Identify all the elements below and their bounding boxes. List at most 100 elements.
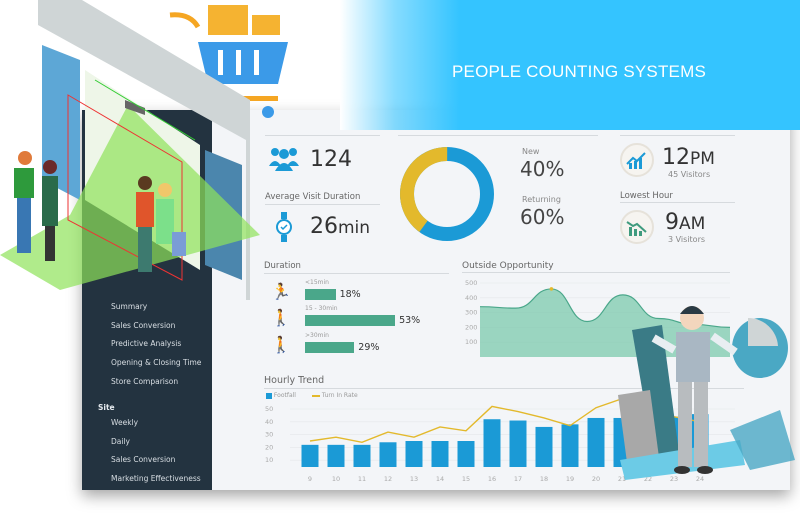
footfall-bar bbox=[587, 417, 605, 467]
shoppers bbox=[14, 151, 186, 272]
duration-percent: 29% bbox=[358, 342, 380, 353]
x-tick-label: 13 bbox=[410, 475, 418, 483]
footfall-bar bbox=[561, 424, 579, 467]
new-label: New bbox=[522, 147, 540, 156]
avg-visit-duration-value: 26min bbox=[310, 214, 370, 239]
legend-footfall-swatch bbox=[266, 392, 272, 399]
legend-turnin-swatch bbox=[311, 394, 320, 397]
footfall-bar bbox=[353, 444, 371, 467]
outside-opportunity-title: Outside Opportunity bbox=[462, 261, 554, 271]
x-tick-label: 16 bbox=[488, 475, 496, 483]
legend-turnin: Turn In Rate bbox=[321, 392, 358, 399]
sidebar-item-store-comparison[interactable]: Store Comparison bbox=[111, 377, 179, 386]
duration-bar bbox=[305, 289, 336, 300]
sidebar-item-marketing-effectiveness[interactable]: Marketing Effectiveness bbox=[111, 474, 201, 483]
sidebar-item-weekly[interactable]: Weekly bbox=[111, 418, 139, 427]
x-tick-label: 11 bbox=[358, 475, 366, 483]
total-visitors-value: 124 bbox=[310, 147, 352, 172]
x-tick-label: 23 bbox=[670, 475, 678, 483]
footfall-bar bbox=[483, 419, 501, 467]
sidebar-item-summary[interactable]: Summary bbox=[111, 302, 148, 311]
returning-label: Returning bbox=[522, 195, 561, 204]
returning-value: 60% bbox=[520, 205, 565, 229]
footfall-bar bbox=[379, 442, 397, 467]
trend-up-icon bbox=[620, 143, 654, 177]
x-tick-label: 12 bbox=[384, 475, 392, 483]
peak-visitors: 45 Visitors bbox=[668, 170, 711, 179]
x-tick-label: 10 bbox=[332, 475, 340, 483]
walking-icon: 🚶 bbox=[271, 308, 291, 327]
x-tick-label: 21 bbox=[618, 475, 626, 483]
x-tick-label: 18 bbox=[540, 475, 548, 483]
sidebar-item-daily[interactable]: Daily bbox=[111, 437, 130, 446]
y-tick-label: 20 bbox=[265, 443, 273, 451]
peak-unit: PM bbox=[690, 149, 715, 169]
y-tick-label: 10 bbox=[265, 456, 273, 464]
x-tick-label: 17 bbox=[514, 475, 522, 483]
duration-bar bbox=[305, 315, 396, 326]
duration-unit: min bbox=[338, 218, 371, 238]
peak-point bbox=[549, 287, 554, 291]
x-tick-label: 20 bbox=[592, 475, 600, 483]
x-tick-label: 24 bbox=[696, 475, 704, 483]
duration-percent: 18% bbox=[339, 289, 361, 300]
y-tick-label: 300 bbox=[465, 309, 477, 317]
y-tick-label: 40 bbox=[265, 418, 273, 426]
y-tick-label: 200 bbox=[465, 323, 477, 331]
header-title: PEOPLE COUNTING SYSTEMS bbox=[452, 62, 706, 81]
legend-footfall: Footfall bbox=[273, 392, 296, 399]
y-tick-label: 50 bbox=[265, 405, 273, 413]
sidebar-item-sales-conversion[interactable]: Sales Conversion bbox=[111, 321, 176, 330]
watch-icon bbox=[276, 212, 292, 242]
duration-number: 26 bbox=[310, 214, 338, 239]
footfall-bar bbox=[535, 426, 553, 467]
footfall-bar bbox=[405, 441, 423, 467]
store-entrance-illustration bbox=[0, 0, 288, 300]
duration-bar bbox=[305, 342, 355, 353]
footfall-bar bbox=[327, 444, 345, 467]
header-banner bbox=[340, 0, 800, 130]
lowest-visitors: 3 Visitors bbox=[668, 235, 706, 244]
y-tick-label: 100 bbox=[465, 338, 477, 346]
lowest-number: 9 bbox=[665, 210, 679, 235]
hourly-trend-title: Hourly Trend bbox=[264, 375, 325, 386]
y-tick-label: 500 bbox=[465, 279, 477, 287]
x-tick-label: 19 bbox=[566, 475, 574, 483]
sidebar-item-site-sales-conversion[interactable]: Sales Conversion bbox=[111, 455, 176, 464]
new-value: 40% bbox=[520, 157, 565, 181]
trend-down-icon bbox=[620, 210, 654, 244]
lowest-hour-label: Lowest Hour bbox=[620, 191, 673, 201]
sidebar-item-predictive-analysis[interactable]: Predictive Analysis bbox=[111, 339, 182, 348]
sidebar-heading-site: Site bbox=[98, 403, 115, 412]
x-tick-label: 9 bbox=[308, 475, 312, 483]
businessman-illustration bbox=[618, 306, 795, 480]
footfall-bar bbox=[457, 441, 475, 467]
sidebar-item-opening-closing-time[interactable]: Opening & Closing Time bbox=[111, 358, 202, 367]
lowest-unit: AM bbox=[679, 214, 706, 234]
people-icon bbox=[269, 148, 299, 171]
x-tick-label: 15 bbox=[462, 475, 470, 483]
returning-customer-donut bbox=[400, 147, 494, 241]
duration-range: <15min bbox=[305, 279, 329, 286]
standing-icon: 🚶 bbox=[271, 335, 291, 354]
footfall-bar bbox=[301, 444, 319, 467]
peak-hour-value: 12PM bbox=[662, 145, 715, 170]
duration-title: Duration bbox=[264, 261, 301, 271]
x-tick-label: 22 bbox=[644, 475, 652, 483]
peak-number: 12 bbox=[662, 145, 690, 170]
y-tick-label: 30 bbox=[265, 431, 273, 439]
hourly-legend: Footfall Turn In Rate bbox=[266, 392, 358, 399]
avg-visit-duration-label: Average Visit Duration bbox=[265, 192, 361, 202]
footfall-bar bbox=[509, 420, 527, 467]
duration-range: >30min bbox=[305, 332, 329, 339]
duration-percent: 53% bbox=[399, 315, 421, 326]
shopping-cart-icon bbox=[169, 5, 288, 118]
footfall-bar bbox=[431, 441, 449, 467]
y-tick-label: 400 bbox=[465, 294, 477, 302]
donut-new-segment bbox=[400, 147, 494, 241]
lowest-hour-value: 9AM bbox=[665, 210, 705, 235]
area-fill bbox=[480, 288, 730, 357]
running-icon: 🏃 bbox=[271, 282, 291, 301]
duration-range: 15 - 30min bbox=[305, 305, 338, 312]
x-tick-label: 14 bbox=[436, 475, 444, 483]
